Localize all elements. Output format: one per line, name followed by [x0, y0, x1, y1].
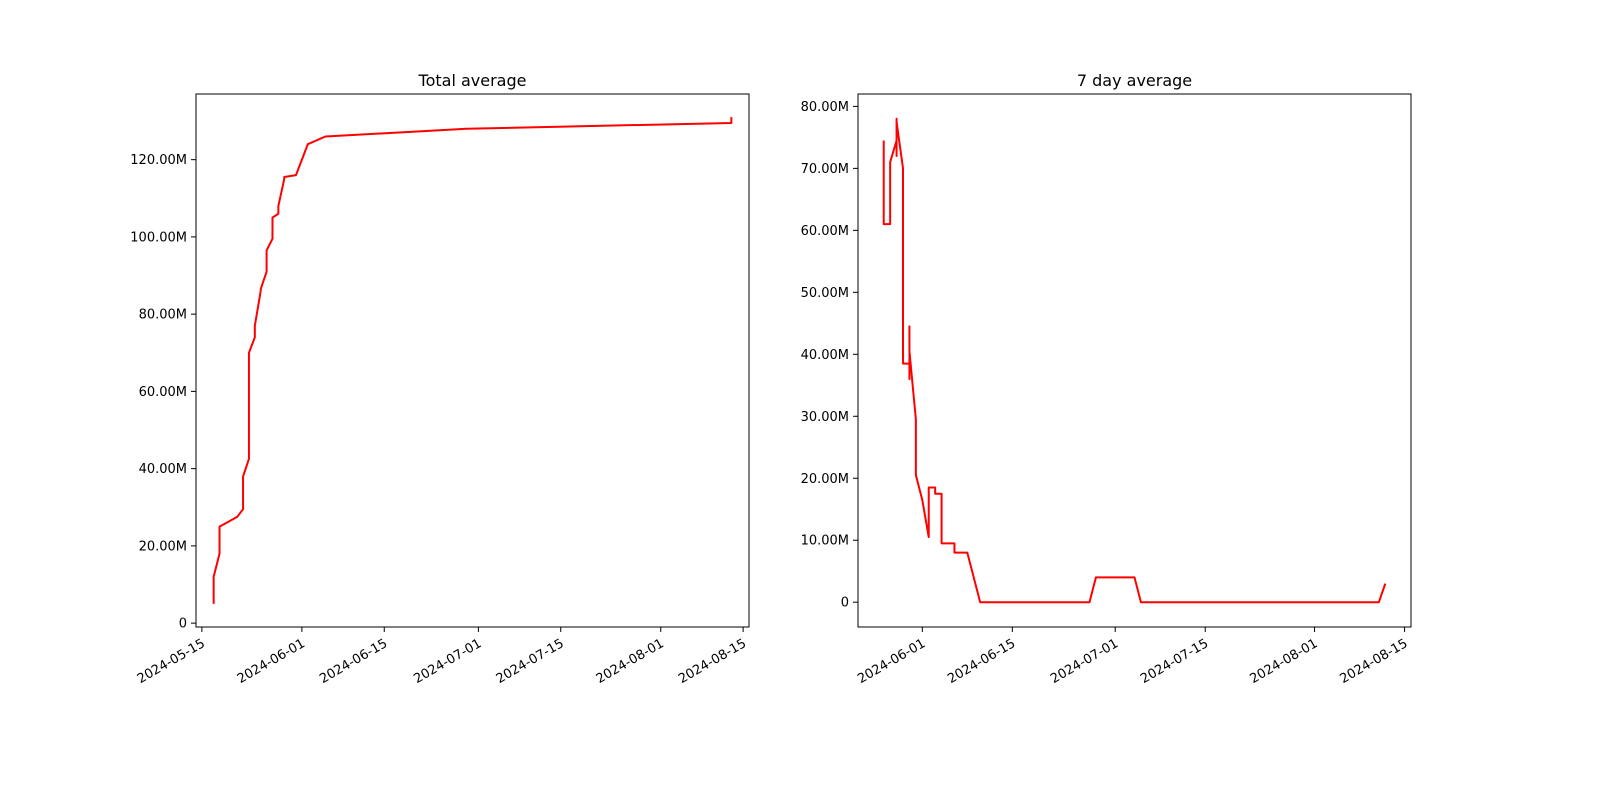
y-tick-label: 40.00M [801, 348, 849, 363]
y-tick-label: 80.00M [801, 100, 849, 115]
y-tick-label: 0 [841, 596, 849, 611]
y-tick-label: 50.00M [801, 286, 849, 301]
axes-frame [857, 93, 1412, 628]
x-tick-label: 2024-07-15 [1138, 636, 1211, 687]
y-tick-label: 60.00M [139, 385, 187, 400]
y-tick-label: 10.00M [801, 534, 849, 549]
y-tick-label: 100.00M [130, 230, 187, 245]
y-tick-label: 20.00M [139, 539, 187, 554]
x-tick-label: 2024-08-01 [594, 636, 667, 687]
y-tick-label: 60.00M [801, 224, 849, 239]
chart-total-average: Total average 0 20.00M 40.00M 60.00M 80.00M 10… [130, 71, 750, 687]
y-tick-label: 40.00M [139, 462, 187, 477]
x-tick-label: 2024-07-01 [1048, 636, 1121, 687]
chart-title: 7 day average [1077, 71, 1192, 90]
x-tick-label: 2024-06-01 [235, 636, 308, 687]
x-tick-label: 2024-08-15 [1338, 636, 1411, 687]
y-tick-label: 0 [179, 617, 187, 632]
x-tick-label: 2024-08-01 [1248, 636, 1321, 687]
x-tick-label: 2024-05-15 [135, 636, 208, 687]
chart-title: Total average [418, 71, 527, 90]
x-tick-label: 2024-06-15 [317, 636, 390, 687]
y-tick-label: 120.00M [130, 153, 187, 168]
x-tick-label: 2024-07-01 [411, 636, 484, 687]
series-line [882, 117, 1387, 604]
x-tick-label: 2024-06-01 [855, 636, 928, 687]
x-tick-label: 2024-06-15 [945, 636, 1018, 687]
series-line [212, 117, 733, 604]
y-tick-label: 70.00M [801, 162, 849, 177]
y-tick-label: 20.00M [801, 472, 849, 487]
y-tick-label: 80.00M [139, 308, 187, 323]
x-tick-label: 2024-08-15 [676, 636, 749, 687]
y-tick-label: 30.00M [801, 410, 849, 425]
chart-7-day-average: 7 day average 0 10.00M 20.00M 30.00M 40.00M 50… [801, 71, 1412, 687]
x-tick-label: 2024-07-15 [494, 636, 567, 687]
axes-frame [195, 93, 750, 628]
